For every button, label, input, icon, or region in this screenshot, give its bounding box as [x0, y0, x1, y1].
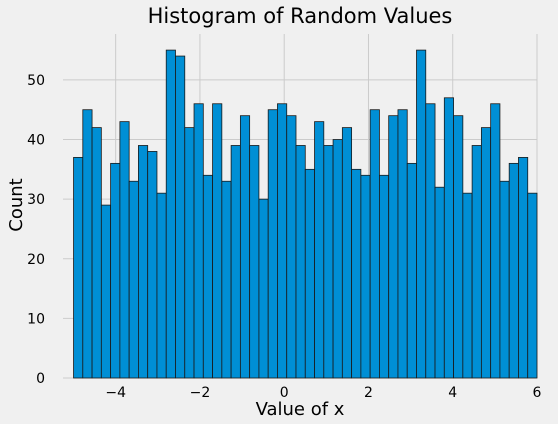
histogram-bar: [165, 49, 176, 379]
histogram-bar: [73, 157, 84, 379]
histogram-bar: [351, 168, 362, 379]
histogram-bar: [212, 103, 223, 379]
x-tick-label: 0: [280, 385, 289, 401]
y-tick-label: 30: [27, 192, 45, 208]
histogram-bar: [295, 145, 306, 379]
histogram-bar: [499, 180, 510, 379]
histogram-bar: [138, 145, 149, 379]
histogram-bar: [369, 109, 380, 379]
histogram-bar: [508, 162, 519, 379]
x-tick-label: 4: [448, 385, 457, 401]
x-tick-labels: −4 −2 0 2 4 6: [105, 385, 541, 401]
histogram-bar: [249, 145, 260, 379]
histogram-bar: [156, 192, 167, 379]
x-tick-label: 2: [364, 385, 373, 401]
histogram-bar: [323, 145, 334, 379]
histogram-bar: [193, 103, 204, 379]
histogram-bar: [332, 139, 343, 379]
histogram-bar: [425, 103, 436, 379]
histogram-bar: [91, 127, 102, 379]
histogram-bar: [230, 145, 241, 379]
histogram-bar: [397, 109, 408, 379]
histogram-bar: [480, 127, 492, 379]
histogram-bar: [471, 145, 482, 379]
histogram-bar: [416, 49, 427, 379]
histogram-bar: [100, 204, 112, 379]
histogram-bar: [119, 121, 130, 379]
histogram-bar: [175, 55, 186, 379]
y-tick-labels: 0 10 20 30 40 50: [27, 73, 45, 387]
histogram-bar: [184, 127, 195, 379]
x-tick-label: 6: [533, 385, 542, 401]
y-tick-label: 40: [27, 133, 45, 149]
histogram-bar: [341, 127, 353, 379]
histogram-bar: [82, 109, 93, 379]
histogram-bar: [443, 97, 454, 379]
histogram-bar: [518, 157, 529, 379]
histogram-bar: [314, 121, 325, 379]
histogram-bar: [286, 115, 297, 379]
histogram-bar: [434, 186, 445, 379]
histogram-bar: [110, 162, 121, 379]
histogram-bar: [258, 198, 269, 379]
histogram-bar: [453, 115, 464, 379]
histogram-bar: [388, 115, 399, 379]
x-tick-label: −2: [190, 385, 211, 401]
y-tick-label: 0: [36, 371, 45, 387]
chart-title: Histogram of Random Values: [148, 4, 453, 28]
histogram-bar: [527, 192, 538, 379]
histogram-bar: [221, 180, 232, 379]
histogram-bar: [379, 174, 390, 379]
x-axis-label: Value of x: [256, 399, 345, 420]
x-tick-label: −4: [105, 385, 126, 401]
histogram-bar: [128, 180, 139, 379]
histogram-bar: [267, 109, 278, 379]
histogram-bar: [277, 103, 288, 379]
y-axis-label: Count: [6, 178, 27, 231]
y-tick-label: 10: [27, 311, 45, 327]
histogram-bar: [490, 103, 501, 379]
histogram-bar: [406, 162, 417, 379]
histogram-bars: [73, 49, 538, 379]
histogram-bar: [360, 174, 371, 379]
histogram-bar: [304, 168, 315, 379]
histogram-bar: [239, 115, 251, 379]
histogram-bar: [147, 151, 158, 379]
histogram-bar: [462, 192, 473, 379]
y-tick-label: 50: [27, 73, 45, 89]
y-tick-label: 20: [27, 252, 45, 268]
histogram-bar: [202, 174, 213, 379]
